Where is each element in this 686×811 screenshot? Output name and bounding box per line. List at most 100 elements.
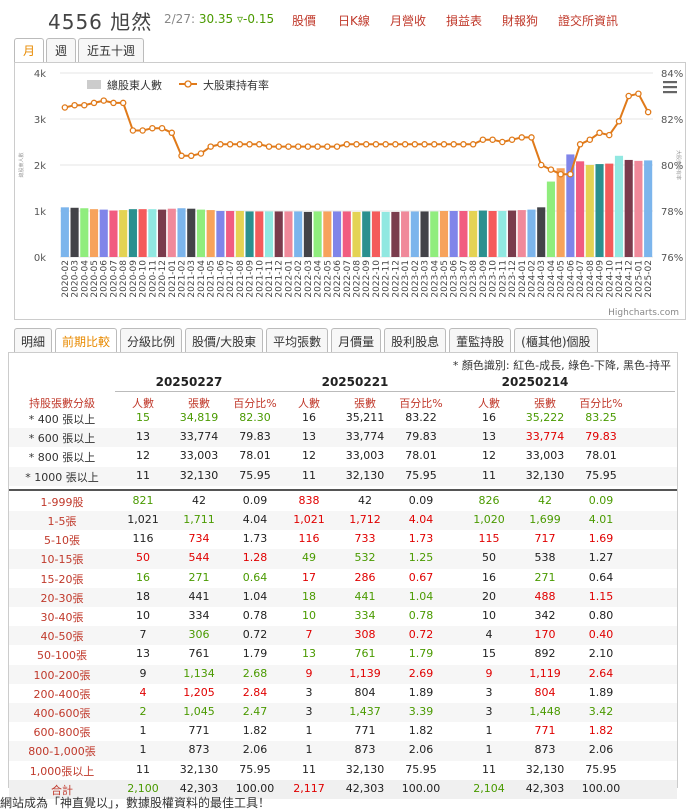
table-cell: 10 — [482, 609, 496, 622]
bar-holders — [576, 161, 585, 257]
line-point — [528, 134, 535, 141]
bar-holders — [60, 207, 69, 257]
line-point — [557, 170, 564, 178]
table-cell: 32,130 — [179, 468, 219, 482]
x-tick-label: 2021-12 — [275, 260, 285, 298]
tab-detail[interactable]: 明細 — [14, 328, 53, 354]
bar-holders — [439, 211, 449, 257]
nav-link-price[interactable]: 股價 — [292, 14, 317, 28]
table-cell: 0.09 — [588, 493, 614, 507]
table-cell: 286 — [354, 570, 376, 584]
tab-monthly-volume[interactable]: 月價量 — [331, 328, 382, 354]
table-cell: 1 — [485, 743, 493, 757]
x-tick-label: 2023-02 — [411, 260, 421, 298]
bar-holders — [245, 211, 254, 257]
sub-header: 百分比% — [579, 397, 623, 410]
legend-bars-swatch — [87, 80, 101, 89]
bar-holders — [401, 211, 410, 257]
bar-holders — [206, 210, 215, 257]
table-cell: 532 — [354, 551, 376, 565]
y-left-tick-label: 0k — [34, 253, 46, 264]
bar-holders — [177, 208, 186, 257]
x-tick-label: 2024-03 — [537, 260, 547, 298]
x-tick-label: 2021-10 — [255, 260, 265, 298]
y-left-tick-label: 2k — [34, 161, 46, 172]
row-label: 合計 — [51, 783, 73, 797]
table-cell: 79.83 — [585, 430, 617, 444]
table-cell: 15 — [136, 411, 150, 424]
line-point — [625, 92, 632, 100]
date-header: 20250227 — [155, 375, 223, 389]
x-tick-label: 2024-07 — [576, 260, 586, 298]
table-cell: 1.04 — [408, 589, 434, 603]
nav-link-income[interactable]: 損益表 — [446, 14, 483, 28]
table-cell: 11 — [136, 762, 150, 776]
sub-header: 人數 — [298, 397, 320, 410]
table-cell: 11 — [302, 468, 316, 482]
line-point — [489, 136, 496, 143]
table-cell: 20 — [482, 589, 496, 603]
table-cell: 33,003 — [179, 449, 219, 463]
tab-price-holder[interactable]: 股價/大股東 — [185, 328, 264, 354]
table-cell: 13 — [136, 647, 150, 661]
x-tick-label: 2020-02 — [61, 260, 71, 298]
tab-compare[interactable]: 前期比較 — [55, 328, 118, 354]
bar-holders — [566, 154, 575, 257]
table-cell: 1.27 — [588, 551, 614, 565]
bar-holders — [391, 211, 400, 257]
table-cell: 32,130 — [525, 762, 565, 776]
row-label: 30-40張 — [40, 611, 84, 624]
legend-line-marker — [184, 80, 192, 88]
row-background — [9, 741, 677, 761]
nav-link-kline[interactable]: 日K線 — [338, 14, 370, 28]
bar-holders — [294, 211, 303, 257]
line-point — [217, 141, 224, 148]
table-cell: 78.01 — [405, 449, 437, 463]
x-tick-label: 2024-10 — [605, 260, 615, 298]
bar-holders — [89, 209, 99, 257]
row-label: 100-200張 — [33, 668, 91, 682]
table-cell: 734 — [188, 532, 210, 546]
line-point — [499, 138, 506, 146]
table-cell: 804 — [354, 685, 376, 699]
x-tick-label: 2022-04 — [314, 260, 324, 298]
sub-header: 百分比% — [233, 397, 277, 410]
table-cell: 1.89 — [588, 685, 614, 699]
tab-dividend[interactable]: 股利股息 — [384, 328, 447, 354]
bar-holders — [624, 159, 633, 257]
tab-fifty-weeks[interactable]: 近五十週 — [78, 38, 145, 62]
tab-other[interactable]: (櫃其他)個股 — [514, 328, 598, 354]
line-point — [129, 127, 137, 134]
tab-month[interactable]: 月 — [14, 38, 45, 62]
table-cell: 3.39 — [408, 705, 434, 718]
bar-holders — [264, 211, 274, 257]
x-tick-label: 2023-09 — [479, 260, 489, 298]
tab-average[interactable]: 平均張數 — [266, 328, 329, 354]
x-tick-label: 2022-11 — [382, 260, 392, 298]
table-cell: 441 — [188, 589, 210, 603]
x-tick-label: 2022-09 — [362, 260, 372, 298]
table-cell: 16 — [482, 411, 496, 424]
table-cell: 2,117 — [293, 781, 325, 795]
x-tick-label: 2024-09 — [596, 260, 606, 298]
table-cell: 115 — [478, 532, 500, 546]
x-tick-label: 2021-11 — [265, 260, 275, 298]
table-cell: 2.84 — [242, 685, 268, 699]
nav-link-revenue[interactable]: 月營收 — [390, 14, 427, 28]
bar-holders — [634, 160, 643, 257]
bar-holders — [323, 211, 332, 257]
row-label: 1-999股 — [40, 495, 84, 509]
bar-holders — [167, 208, 176, 257]
table-cell: 49 — [302, 551, 316, 565]
tab-week[interactable]: 週 — [46, 38, 77, 62]
table-cell: 13 — [482, 430, 496, 444]
line-point — [362, 141, 370, 148]
table-cell: 826 — [478, 493, 500, 507]
table-cell: 0.67 — [408, 570, 434, 584]
nav-link-twse[interactable]: 證交所資訊 — [558, 14, 619, 28]
tab-ratio[interactable]: 分級比例 — [120, 328, 183, 354]
tab-directors[interactable]: 董監持股 — [449, 328, 512, 354]
nav-link-statementdog[interactable]: 財報狗 — [502, 14, 539, 28]
line-major-holder-ratio — [64, 92, 650, 176]
table-cell: 11 — [302, 762, 316, 776]
